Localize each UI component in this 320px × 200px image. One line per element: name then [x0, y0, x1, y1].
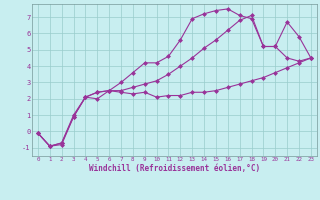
X-axis label: Windchill (Refroidissement éolien,°C): Windchill (Refroidissement éolien,°C): [89, 164, 260, 173]
